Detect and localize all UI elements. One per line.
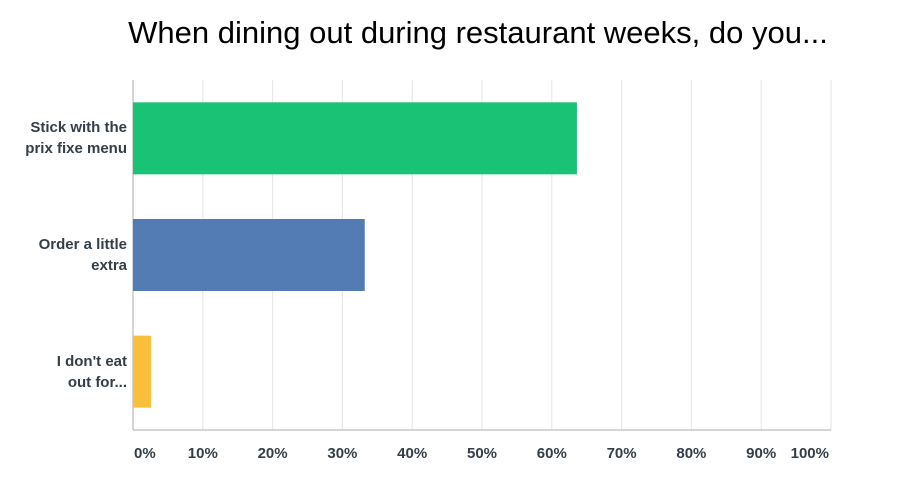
y-tick-label: Order a little extra [38, 236, 127, 274]
x-tick-label: 90% [746, 445, 776, 462]
x-tick-label: 50% [467, 445, 497, 462]
x-tick-label: 70% [607, 445, 637, 462]
x-tick-label: 20% [258, 445, 288, 462]
x-tick-label: 60% [537, 445, 567, 462]
x-tick-label: 100% [791, 445, 829, 462]
x-tick-label: 10% [188, 445, 218, 462]
bar [133, 102, 577, 175]
x-tick-label: 0% [134, 445, 156, 462]
y-tick-label: Stick with the prix fixe menu [25, 119, 127, 158]
y-tick-label: I don't eat out for... [56, 352, 127, 391]
chart-title: When dining out during restaurant weeks,… [128, 15, 828, 50]
bar [133, 335, 152, 408]
x-tick-label: 80% [676, 445, 706, 462]
x-tick-label: 30% [327, 445, 357, 462]
x-tick-label: 40% [397, 445, 427, 462]
bar [133, 219, 365, 291]
